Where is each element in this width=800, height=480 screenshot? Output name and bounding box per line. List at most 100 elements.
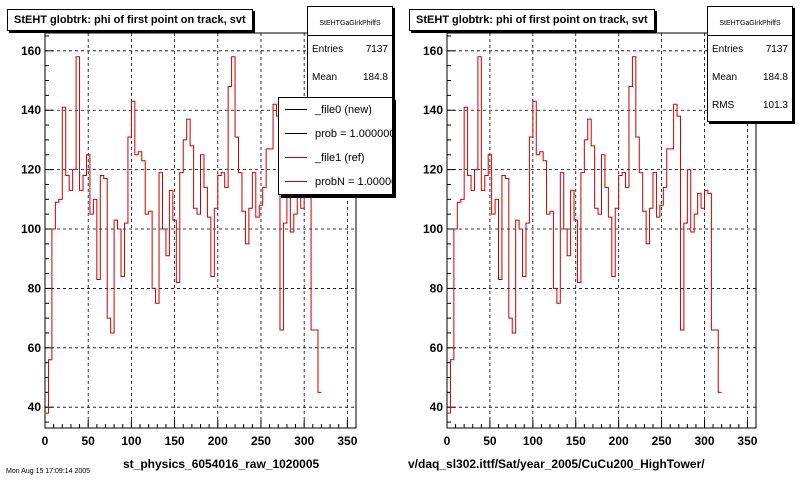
histogram-bin [225,187,228,428]
y-tick-label: 140 [21,103,41,117]
histogram-bin [691,232,694,428]
right-stats-entries-value: 7137 [765,44,788,55]
histogram-bin [495,199,498,428]
histogram-bin [529,137,532,428]
left-stats-entries-value: 7137 [365,44,388,55]
left-legend: _file0 (new) prob = 1.000000 _file1 (ref… [278,97,393,195]
histogram-bin [59,199,62,428]
histogram-bin [677,116,680,428]
histogram-bin [694,214,697,428]
histogram-bin [564,229,567,428]
right-stats-name: StEHTGaGlrkPhiffS [708,7,792,36]
histogram-bin [581,173,584,428]
left-stats-mean-row: Mean 184.8 [308,64,392,92]
histogram-bin [663,187,666,428]
legend-label-probn: probN = 1.000000 [315,176,392,188]
histogram-bin [138,152,141,428]
x-tick-label: 350 [737,434,757,448]
histogram-bin [204,187,207,428]
histogram-bin [114,220,117,428]
histogram-bin [66,176,69,428]
histogram-bin [577,282,580,428]
right-stats-mean-row: Mean 184.8 [708,64,792,92]
histogram-bin [612,277,615,428]
histogram-bin [104,179,107,428]
histogram-bin [574,220,577,428]
histogram-bin [557,303,560,428]
histogram-bin [142,161,145,428]
histogram-bin [221,173,224,428]
histogram-bin [235,137,238,428]
histogram-bin [121,277,124,428]
histogram-bin [471,190,474,428]
x-tick-label: 250 [251,434,271,448]
histogram-bin [656,217,659,428]
histogram-bin [488,155,491,428]
histogram-bin [478,57,481,428]
histogram-bin [619,176,622,428]
y-tick-label: 60 [28,341,42,355]
histogram-bin [602,155,605,428]
legend-swatch-file1 [285,157,307,158]
histogram-bin [318,392,321,428]
histogram-bin [245,244,248,428]
histogram-bin [169,190,172,428]
histogram-bin [149,211,152,428]
histogram-bin [93,199,96,428]
histogram-bin [90,214,93,428]
y-tick-label: 60 [430,341,444,355]
histogram-bin [684,223,687,428]
histogram-bin [626,187,629,428]
x-tick-label: 150 [566,434,586,448]
y-tick-label: 120 [21,163,41,177]
right-stats-rms-row: RMS 101.3 [708,92,792,120]
histogram-bin [464,107,467,428]
histogram-bin [560,173,563,428]
right-plot-title: StEHT globtrk: phi of first point on tra… [409,9,655,31]
y-tick-label: 140 [423,103,443,117]
histogram-bin [629,86,632,428]
histogram-bin [218,176,221,428]
histogram-bin [304,190,307,428]
histogram-bin [252,173,255,428]
histogram-bin [680,330,683,428]
histogram-bin [266,149,269,428]
histogram-bin [639,173,642,428]
histogram-bin [711,330,714,428]
histogram-bin [187,119,190,428]
right-stats-mean-value: 184.8 [762,72,788,83]
histogram-bin [69,190,72,428]
histogram-bin [523,277,526,428]
histogram-bin [687,170,690,428]
x-tick-label: 50 [82,434,96,448]
x-tick-label: 350 [337,434,357,448]
y-tick-label: 160 [21,44,41,58]
histogram-bin [674,104,677,428]
left-stats-mean-label: Mean [312,72,338,83]
histogram-bin [516,220,519,428]
histogram-bin [249,208,252,428]
histogram-bin [124,223,127,428]
histogram-bin [263,187,266,428]
histogram-bin [135,155,138,428]
histogram-bin [512,333,515,428]
right-stats-box: StEHTGaGlrkPhiffS Entries 7137 Mean 184.… [707,6,793,122]
histogram-bin [547,214,550,428]
histogram-bin [653,173,656,428]
histogram-bin [505,179,508,428]
legend-swatch-prob [285,133,307,134]
right-stats-rms-value: 101.3 [762,100,788,111]
histogram-bin [571,190,574,428]
histogram-bin [588,119,591,428]
histogram-bin [52,229,55,428]
histogram-bin [190,146,193,428]
histogram-bin [615,208,618,428]
histogram-bin [595,208,598,428]
x-tick-label: 150 [165,434,185,448]
histogram-bin [670,149,673,428]
histogram-bin [287,170,290,428]
histogram-bin [636,137,639,428]
legend-entry-prob: prob = 1.000000 [279,122,392,146]
histogram-bin [632,57,635,428]
